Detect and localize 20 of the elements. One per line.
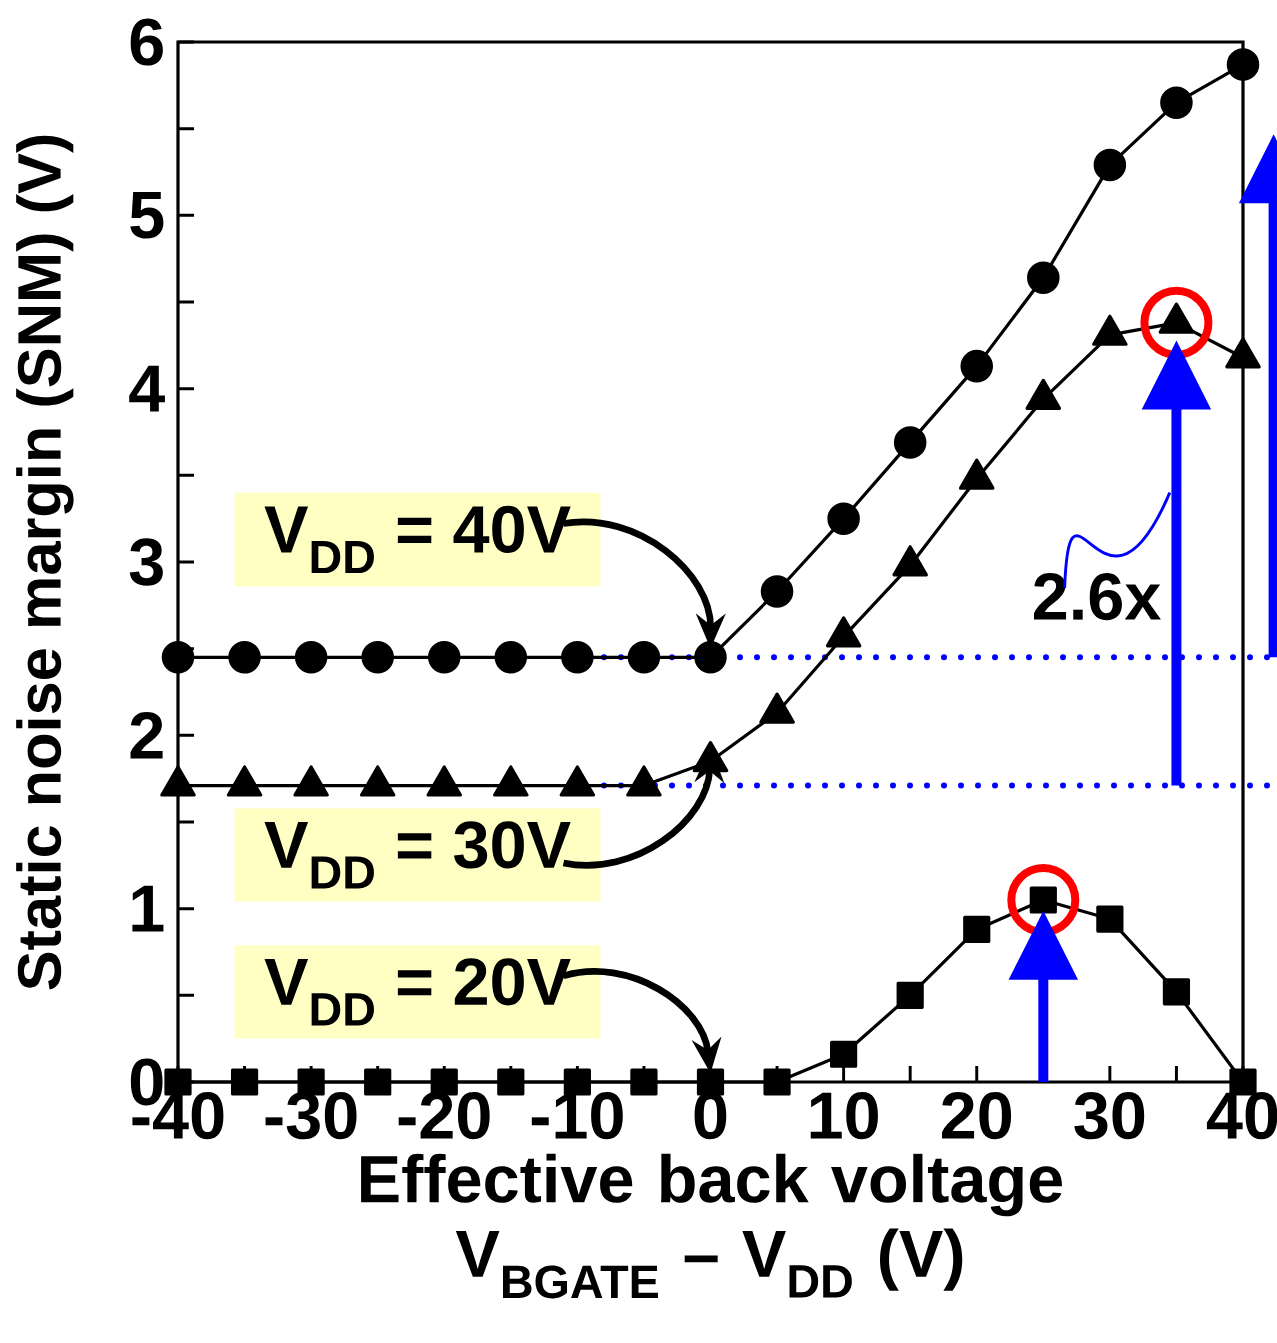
x-tick-label: 30: [1074, 1092, 1145, 1140]
y-axis-title: Static noise margin (SNM) (V): [16, 135, 74, 990]
annotation: 2.6x: [1034, 573, 1161, 621]
y-tick-label: 2: [130, 712, 163, 759]
x-tick-label: -30: [265, 1092, 357, 1140]
y-tick-label: 6: [130, 18, 163, 66]
x-tick-label: 40: [1206, 1092, 1277, 1140]
x-tick-label: -20: [398, 1092, 490, 1140]
legend-label: V$_{DD}$ = 40V: [264, 505, 571, 574]
y-tick-label: 5: [130, 192, 164, 239]
x-tick-label: 20: [941, 1092, 1012, 1140]
x-tick-label: -10: [531, 1092, 623, 1140]
x-axis-title: Effective back voltage V$_{BGATE}$ – V$_{DD}$ (V): [361, 1153, 1062, 1299]
y-tick-label: 3: [129, 538, 163, 586]
x-tick-label: 10: [810, 1092, 878, 1140]
legend-label: V$_{DD}$ = 30V: [264, 821, 571, 889]
y-tick-label: 4: [129, 365, 165, 412]
x-tick-label: 0: [694, 1092, 727, 1140]
legend-label: V$_{DD}$ = 20V: [264, 958, 571, 1026]
y-tick-label: 1: [132, 885, 164, 932]
